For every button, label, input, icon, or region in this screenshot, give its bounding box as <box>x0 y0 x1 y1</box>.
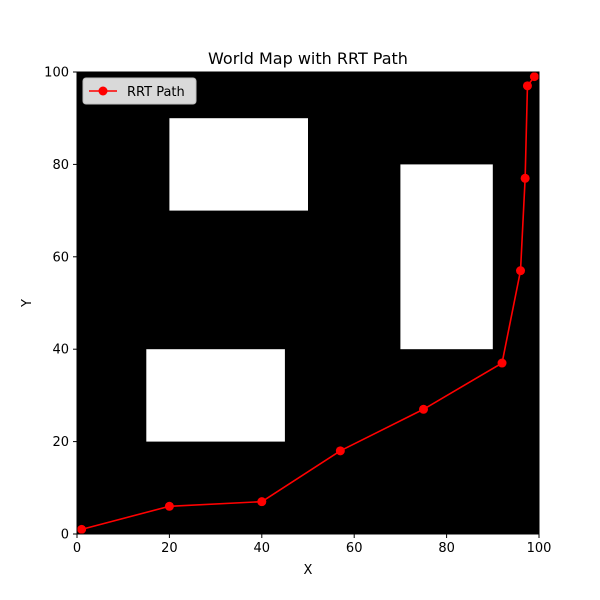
obstacles-layer <box>146 118 493 442</box>
legend-box <box>82 77 197 105</box>
x-tick-label: 60 <box>346 541 363 556</box>
series-line-0 <box>81 76 536 531</box>
path-point <box>529 72 539 82</box>
x-axis-ticks: 0 20 40 60 80 100 <box>73 534 552 556</box>
path-point <box>164 501 174 511</box>
chart-title: World Map with RRT Path <box>208 49 408 68</box>
y-tick-label: 40 <box>52 343 69 358</box>
x-tick-label: 20 <box>161 541 178 556</box>
legend-label-rrt-path: RRT Path <box>127 85 185 100</box>
y-axis-label: Y <box>20 299 35 308</box>
x-axis-label: X <box>304 563 313 578</box>
x-tick-label: 100 <box>527 541 552 556</box>
y-tick-label: 100 <box>44 66 69 81</box>
y-axis-ticks: 0 20 40 60 80 100 <box>44 66 77 543</box>
path-point <box>497 358 507 368</box>
obstacle-3 <box>146 349 285 442</box>
path-point <box>520 173 530 183</box>
path-point <box>419 404 428 414</box>
y-tick-label: 20 <box>52 435 69 450</box>
y-tick-label: 60 <box>52 250 69 265</box>
path-point <box>257 497 267 507</box>
path-layer <box>77 72 539 534</box>
path-point <box>77 524 87 534</box>
y-tick-label: 80 <box>52 158 69 173</box>
plot-frame <box>76 71 540 535</box>
path-point <box>516 266 526 276</box>
path-point <box>522 81 532 91</box>
obstacle-1 <box>169 118 308 211</box>
x-tick-label: 40 <box>254 541 271 556</box>
obstacle-2 <box>400 164 493 350</box>
x-tick-label: 80 <box>438 541 455 556</box>
legend-marker-swatch <box>98 86 108 96</box>
path-point <box>335 446 345 456</box>
x-tick-label: 0 <box>73 541 81 556</box>
legend: RRT Path <box>82 77 197 105</box>
y-tick-label: 0 <box>61 528 69 543</box>
